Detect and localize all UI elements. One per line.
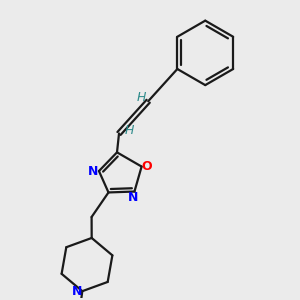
Text: N: N: [128, 191, 138, 204]
Text: H: H: [125, 124, 134, 137]
Text: N: N: [88, 164, 99, 178]
Text: N: N: [72, 285, 82, 298]
Text: O: O: [142, 160, 152, 173]
Text: H: H: [137, 91, 146, 104]
